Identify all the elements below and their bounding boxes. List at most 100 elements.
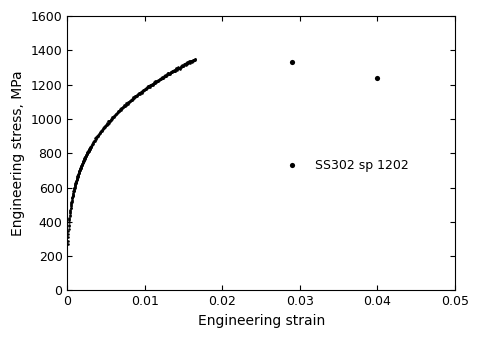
Point [104,119,112,124]
Point [164,71,171,77]
Point [138,89,146,95]
Point [66,215,73,220]
Point [159,75,167,81]
Point [105,118,113,124]
Point [169,68,177,74]
Point [139,88,147,93]
Point [169,68,177,74]
Point [85,148,93,153]
Point [139,88,146,94]
Point [66,213,73,219]
Point [87,144,95,149]
Point [74,172,82,177]
Point [172,66,180,71]
Point [67,206,74,211]
Point [120,103,128,108]
Point [188,58,196,64]
Point [96,129,104,135]
Point [68,198,76,203]
Point [116,108,123,114]
Point [84,150,91,156]
Point [107,117,115,123]
Point [149,81,157,87]
Point [73,175,81,180]
Point [98,127,106,132]
Point [144,84,151,89]
Point [154,78,162,84]
Point [72,182,79,187]
Point [133,92,141,98]
Point [69,192,77,197]
Point [76,167,84,173]
Point [115,108,122,114]
Point [82,154,90,159]
Point [117,107,124,113]
Point [158,76,166,81]
Point [134,91,142,97]
Point [81,155,89,161]
Point [183,61,191,66]
Point [83,151,91,157]
Point [174,65,181,71]
Point [162,74,169,79]
Point [134,91,142,97]
Point [70,187,78,192]
Point [118,105,126,111]
Point [75,171,83,176]
Point [177,64,184,69]
Point [84,148,92,154]
Point [181,61,189,66]
Point [127,98,134,103]
Point [131,94,139,100]
Point [81,156,88,161]
Point [71,185,78,191]
Point [75,169,83,175]
Point [67,205,74,211]
Point [86,145,94,151]
Point [108,117,115,122]
Point [170,68,178,73]
Point [188,58,195,63]
Point [148,82,156,87]
Point [187,59,195,64]
Point [78,162,86,167]
Point [83,153,90,158]
Point [125,100,133,105]
Point [120,104,127,109]
Point [65,224,72,229]
Point [66,210,74,215]
Point [80,158,88,163]
Point [95,133,102,138]
Point [188,59,196,65]
Point [145,83,153,89]
Point [70,190,77,196]
Point [112,112,120,117]
Point [167,70,175,75]
Point [176,65,183,71]
Point [74,174,82,179]
Point [78,162,86,167]
Point [85,147,93,152]
Point [191,58,198,63]
Point [75,170,83,175]
Point [71,186,78,191]
Point [107,117,114,122]
Point [121,103,129,108]
Point [127,97,134,103]
Point [68,200,75,205]
Point [169,69,177,74]
Point [115,108,123,114]
Point [83,153,90,158]
Point [71,185,78,191]
Point [95,132,103,137]
Point [83,151,91,156]
Point [142,85,150,91]
Point [99,126,107,132]
Point [80,157,88,162]
Point [82,154,89,159]
Point [72,177,80,182]
Point [124,101,132,106]
Point [70,189,77,194]
Point [68,195,76,201]
Point [144,84,152,90]
